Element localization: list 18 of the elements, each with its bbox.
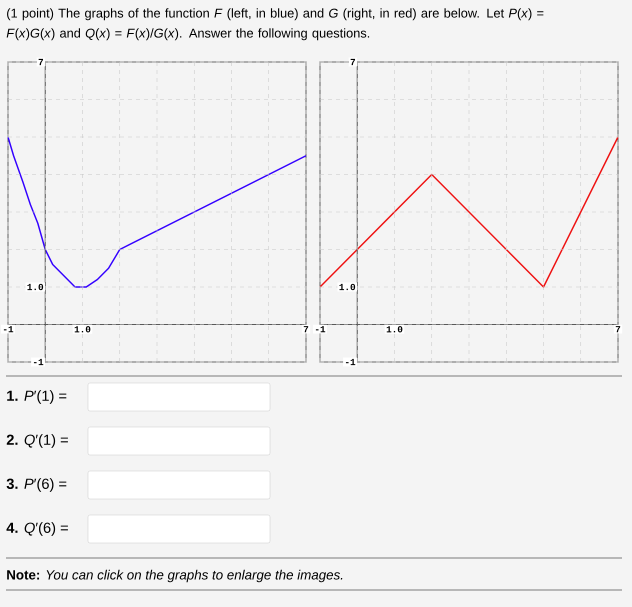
y-tick-label: 7 [38,58,44,66]
text: 2. Q′(1) = [6,434,68,448]
x-tick-label: -1 [4,326,14,332]
x-tick-label: 7 [616,326,620,332]
text: Note: You can click on the graphs to enlarge the images. [7,570,342,582]
y-tick-label: -1 [34,358,44,366]
x-tick-label: 7 [304,326,308,332]
y-tick-label: 1.0 [339,284,356,290]
y-tick-label: 1.0 [27,284,44,290]
text: (1 point) The graphs of the function F (left, in blue) and G (right, in red) are below. Let P(x) = F(x)G(x) and Q(x) = F(x)/G(x). Answer the following questions. [6,8,544,40]
y-tick-label: -1 [346,358,356,366]
x-tick-label: 1.0 [74,326,90,332]
y-tick-label: 7 [350,58,356,66]
text: 3. P′(6) = [6,478,66,492]
x-tick-label: -1 [316,326,326,332]
x-tick-label: 1.0 [386,326,402,332]
text: 1. P′(1) = [7,390,66,404]
text: 4. Q′(6) = [6,522,68,536]
